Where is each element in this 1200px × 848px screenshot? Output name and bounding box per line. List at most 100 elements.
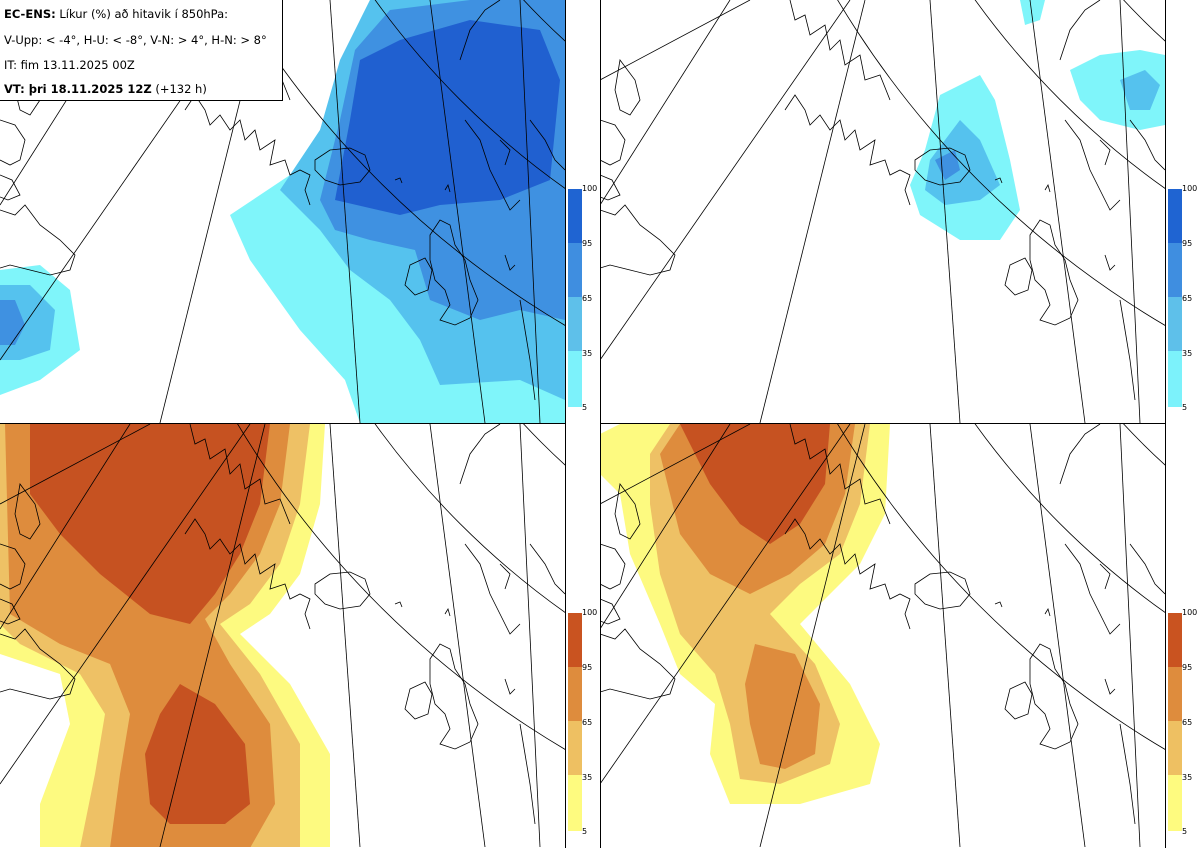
colorbar-segment <box>568 667 582 721</box>
coastline-segment <box>0 204 76 276</box>
info-box: EC-ENS: Líkur (%) að hitavik í 850hPa: V… <box>0 0 283 101</box>
coastline-segment <box>614 483 641 540</box>
meridian-line <box>0 424 251 785</box>
coastline-segment <box>789 424 891 525</box>
colorbar-segment <box>568 721 582 775</box>
coastline-segment <box>994 177 1051 193</box>
colorbar-tick-label: 5 <box>1182 827 1188 836</box>
coastline-segment <box>0 628 76 700</box>
coastline-segment <box>429 643 479 750</box>
coastline <box>0 0 565 401</box>
map-upper-left <box>0 0 565 423</box>
coastline-segment <box>14 483 41 540</box>
map-panel-lower-left <box>0 424 565 847</box>
colorbar-tick-label: 100 <box>582 184 598 193</box>
info-valid-time: VT: þri 18.11.2025 12Z (+132 h) <box>4 82 207 96</box>
colorbar-tick-label: 5 <box>1182 403 1188 412</box>
meridian-line <box>759 424 866 847</box>
coastline-segment <box>1004 681 1033 720</box>
coastline-segment <box>1029 219 1079 326</box>
colorbar-segment <box>568 613 582 667</box>
probability-field <box>0 0 565 423</box>
colorbar-tick-label: 35 <box>582 349 593 358</box>
coastline-segment <box>394 601 451 617</box>
info-initial-time: IT: fim 13.11.2025 00Z <box>4 58 135 72</box>
coastline-segment <box>994 601 1051 617</box>
coastline-segment <box>0 119 26 166</box>
coastline-segment <box>1059 424 1165 635</box>
coastline-segment <box>614 59 641 116</box>
colorbar-tick-label: 95 <box>582 239 593 248</box>
coastline-segment <box>1004 257 1033 296</box>
panel-border <box>600 0 601 848</box>
colorbar-tick-label: 95 <box>1182 663 1193 672</box>
coastline-segment <box>314 571 371 610</box>
panel-border <box>600 423 1165 424</box>
coastline <box>600 0 1165 401</box>
colorbar-segment <box>1168 721 1182 775</box>
coastline-segment <box>1104 254 1136 401</box>
probability-field <box>0 424 330 847</box>
info-legend: V-Upp: < -4°, H-U: < -8°, V-N: > 4°, H-N… <box>4 33 267 47</box>
coastline-segment <box>0 174 21 201</box>
coastline-segment <box>784 518 911 630</box>
colorbar-segment <box>1168 667 1182 721</box>
meridian-line <box>519 0 541 423</box>
coastline-segment <box>504 254 536 401</box>
colorbar-tick-label: 65 <box>1182 718 1193 727</box>
coastline-segment <box>600 204 676 276</box>
meridian-line <box>0 424 131 630</box>
colorbar-tick-label: 35 <box>1182 773 1193 782</box>
coastline-segment <box>600 628 676 700</box>
coastline-segment <box>394 177 451 193</box>
graticule <box>600 0 1165 423</box>
coastline-segment <box>189 424 291 525</box>
map-lower-right <box>600 424 1165 847</box>
map-upper-right <box>600 0 1165 423</box>
map-panel-upper-left: EC-ENS: Líkur (%) að hitavik í 850hPa: V… <box>0 0 565 423</box>
coastline-segment <box>600 543 626 590</box>
coastline-segment <box>1059 0 1165 211</box>
meridian-line <box>329 424 361 847</box>
colorbar-tick-label: 95 <box>1182 239 1193 248</box>
meridian-line <box>329 0 361 423</box>
colorbar-segment <box>568 351 582 407</box>
coastline-segment <box>0 543 26 590</box>
colorbar-lower-left: 100 95 65 35 5 <box>568 609 597 836</box>
map-panel-lower-right <box>600 424 1165 847</box>
coastline-segment <box>914 571 971 610</box>
meridian-line <box>429 0 486 423</box>
map-panel-upper-right <box>600 0 1165 423</box>
panel-border <box>565 0 566 848</box>
colorbar-segment <box>1168 189 1182 243</box>
meridian-line <box>159 424 266 847</box>
colorbar-tick-label: 35 <box>582 773 593 782</box>
latitude-line <box>450 424 565 534</box>
panel-border <box>1165 0 1166 848</box>
latitude-line <box>1050 424 1165 534</box>
coastline-segment <box>600 598 621 625</box>
meridian-line <box>600 0 851 361</box>
coastline-segment <box>600 174 621 201</box>
probability-field <box>910 0 1165 240</box>
meridian-line <box>929 424 961 847</box>
coastline-segment <box>789 0 891 101</box>
meridian-line <box>600 0 751 81</box>
colorbar-lower-right: 100 95 65 35 5 <box>1168 609 1197 836</box>
coastline-segment <box>314 147 371 186</box>
coastline-segment <box>184 518 311 630</box>
meridian-line <box>600 424 851 785</box>
colorbar-upper-left: 100 95 65 35 5 <box>568 185 597 412</box>
coastline-segment <box>600 119 626 166</box>
colorbar-segment <box>1168 243 1182 297</box>
colorbar-segment <box>1168 297 1182 351</box>
colorbar-tick-label: 5 <box>582 403 588 412</box>
colorbar-tick-label: 65 <box>582 294 593 303</box>
coastline-segment <box>184 94 311 206</box>
coastline <box>600 424 1165 825</box>
colorbar-tick-label: 65 <box>1182 294 1193 303</box>
meridian-line <box>600 424 731 630</box>
meridian-line <box>759 0 866 423</box>
graticule <box>600 424 1165 847</box>
meridian-line <box>1029 0 1086 423</box>
